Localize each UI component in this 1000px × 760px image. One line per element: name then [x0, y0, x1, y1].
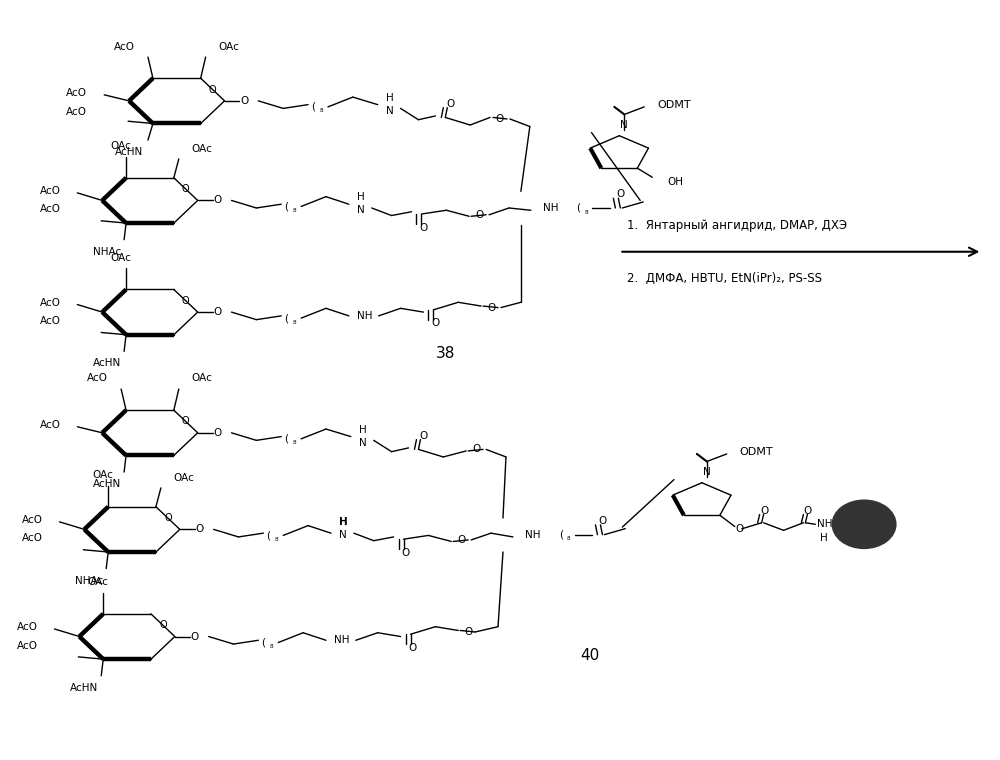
Text: NH: NH [525, 530, 540, 540]
Text: (: ( [284, 434, 288, 444]
Text: 40: 40 [580, 648, 599, 663]
Text: H: H [357, 192, 365, 201]
Text: H: H [339, 517, 348, 527]
Text: N: N [620, 120, 628, 130]
Text: O: O [446, 99, 454, 109]
Text: (: ( [266, 530, 270, 540]
Text: AcO: AcO [66, 107, 87, 117]
Text: ₈: ₈ [567, 534, 570, 542]
Text: OAc: OAc [88, 577, 109, 587]
Text: (: ( [261, 638, 265, 648]
Text: O: O [213, 428, 222, 438]
Text: O: O [191, 632, 199, 641]
Text: OAc: OAc [192, 373, 213, 384]
Text: OAc: OAc [111, 253, 132, 263]
Text: AcO: AcO [39, 420, 60, 430]
Text: O: O [487, 302, 495, 312]
Text: H: H [359, 425, 367, 435]
Text: (: ( [284, 201, 288, 211]
Text: O: O [472, 445, 480, 454]
Text: O: O [761, 506, 769, 517]
Text: N: N [339, 530, 347, 540]
Text: O: O [182, 184, 190, 194]
Text: N: N [359, 438, 367, 448]
Text: ₈: ₈ [292, 317, 296, 325]
Text: O: O [457, 535, 465, 545]
Text: OAc: OAc [174, 473, 195, 483]
Text: AcO: AcO [39, 316, 60, 326]
Text: OAc: OAc [93, 470, 114, 480]
Text: OAc: OAc [219, 42, 239, 52]
Text: AcO: AcO [17, 622, 38, 632]
Text: (: ( [311, 102, 315, 112]
Text: O: O [401, 548, 410, 558]
Text: N: N [386, 106, 393, 116]
Text: ₈: ₈ [292, 205, 296, 214]
Text: O: O [616, 189, 624, 199]
Text: O: O [408, 643, 417, 653]
Text: AcHN: AcHN [93, 359, 121, 369]
Text: O: O [431, 318, 439, 328]
Text: O: O [419, 223, 428, 233]
Text: NH: NH [334, 635, 349, 645]
Text: O: O [240, 96, 249, 106]
Text: OAc: OAc [111, 141, 132, 151]
Text: O: O [803, 506, 812, 517]
Text: OH: OH [667, 177, 683, 187]
Text: O: O [182, 416, 190, 426]
Text: N: N [703, 467, 711, 477]
Text: O: O [475, 210, 483, 220]
Text: O: O [213, 307, 222, 317]
Text: ODMT: ODMT [657, 100, 691, 109]
Text: H: H [386, 93, 393, 103]
Text: NHAc: NHAc [75, 575, 103, 586]
Text: 1.  Янтарный ангидрид, DMAP, ДХЭ: 1. Янтарный ангидрид, DMAP, ДХЭ [627, 219, 847, 232]
Text: AcO: AcO [22, 515, 43, 525]
Text: AcHN: AcHN [115, 147, 143, 157]
Text: AcO: AcO [39, 186, 60, 196]
Text: SS: SS [856, 519, 872, 529]
Text: O: O [196, 524, 204, 534]
Text: NHAc: NHAc [93, 247, 121, 257]
Text: AcO: AcO [39, 298, 60, 308]
Text: OAc: OAc [192, 144, 213, 154]
Text: AcHN: AcHN [93, 479, 121, 489]
Text: O: O [209, 84, 216, 94]
Text: AcO: AcO [39, 204, 60, 214]
Text: ODMT: ODMT [740, 447, 773, 457]
Text: 38: 38 [436, 346, 455, 361]
Text: O: O [419, 431, 428, 441]
Text: ₈: ₈ [292, 437, 296, 446]
Text: AcO: AcO [87, 373, 108, 384]
Text: O: O [598, 516, 607, 526]
Text: O: O [213, 195, 222, 205]
Text: (: ( [559, 530, 563, 540]
Text: AcO: AcO [66, 88, 87, 98]
Text: N: N [357, 205, 365, 215]
Text: O: O [164, 513, 172, 523]
Text: O: O [736, 524, 744, 534]
Text: 2.  ДМФА, HBTU, EtN(iPr)₂, PS-SS: 2. ДМФА, HBTU, EtN(iPr)₂, PS-SS [627, 271, 822, 285]
Circle shape [832, 500, 896, 549]
Text: NH: NH [817, 519, 833, 529]
Text: NH: NH [357, 311, 372, 321]
Text: (: ( [284, 313, 288, 323]
Text: O: O [182, 296, 190, 306]
Text: AcO: AcO [17, 641, 38, 651]
Text: O: O [464, 627, 472, 637]
Text: ₈: ₈ [319, 106, 323, 115]
Text: ₈: ₈ [274, 534, 278, 543]
Text: AcO: AcO [114, 42, 135, 52]
Text: O: O [159, 620, 167, 630]
Text: O: O [496, 114, 504, 124]
Text: H: H [820, 533, 828, 543]
Text: AcO: AcO [22, 534, 43, 543]
Text: ₈: ₈ [269, 641, 273, 650]
Text: ₈: ₈ [585, 207, 588, 216]
Text: (: ( [577, 203, 581, 213]
Text: AcHN: AcHN [70, 682, 98, 693]
Text: NH: NH [543, 203, 558, 213]
